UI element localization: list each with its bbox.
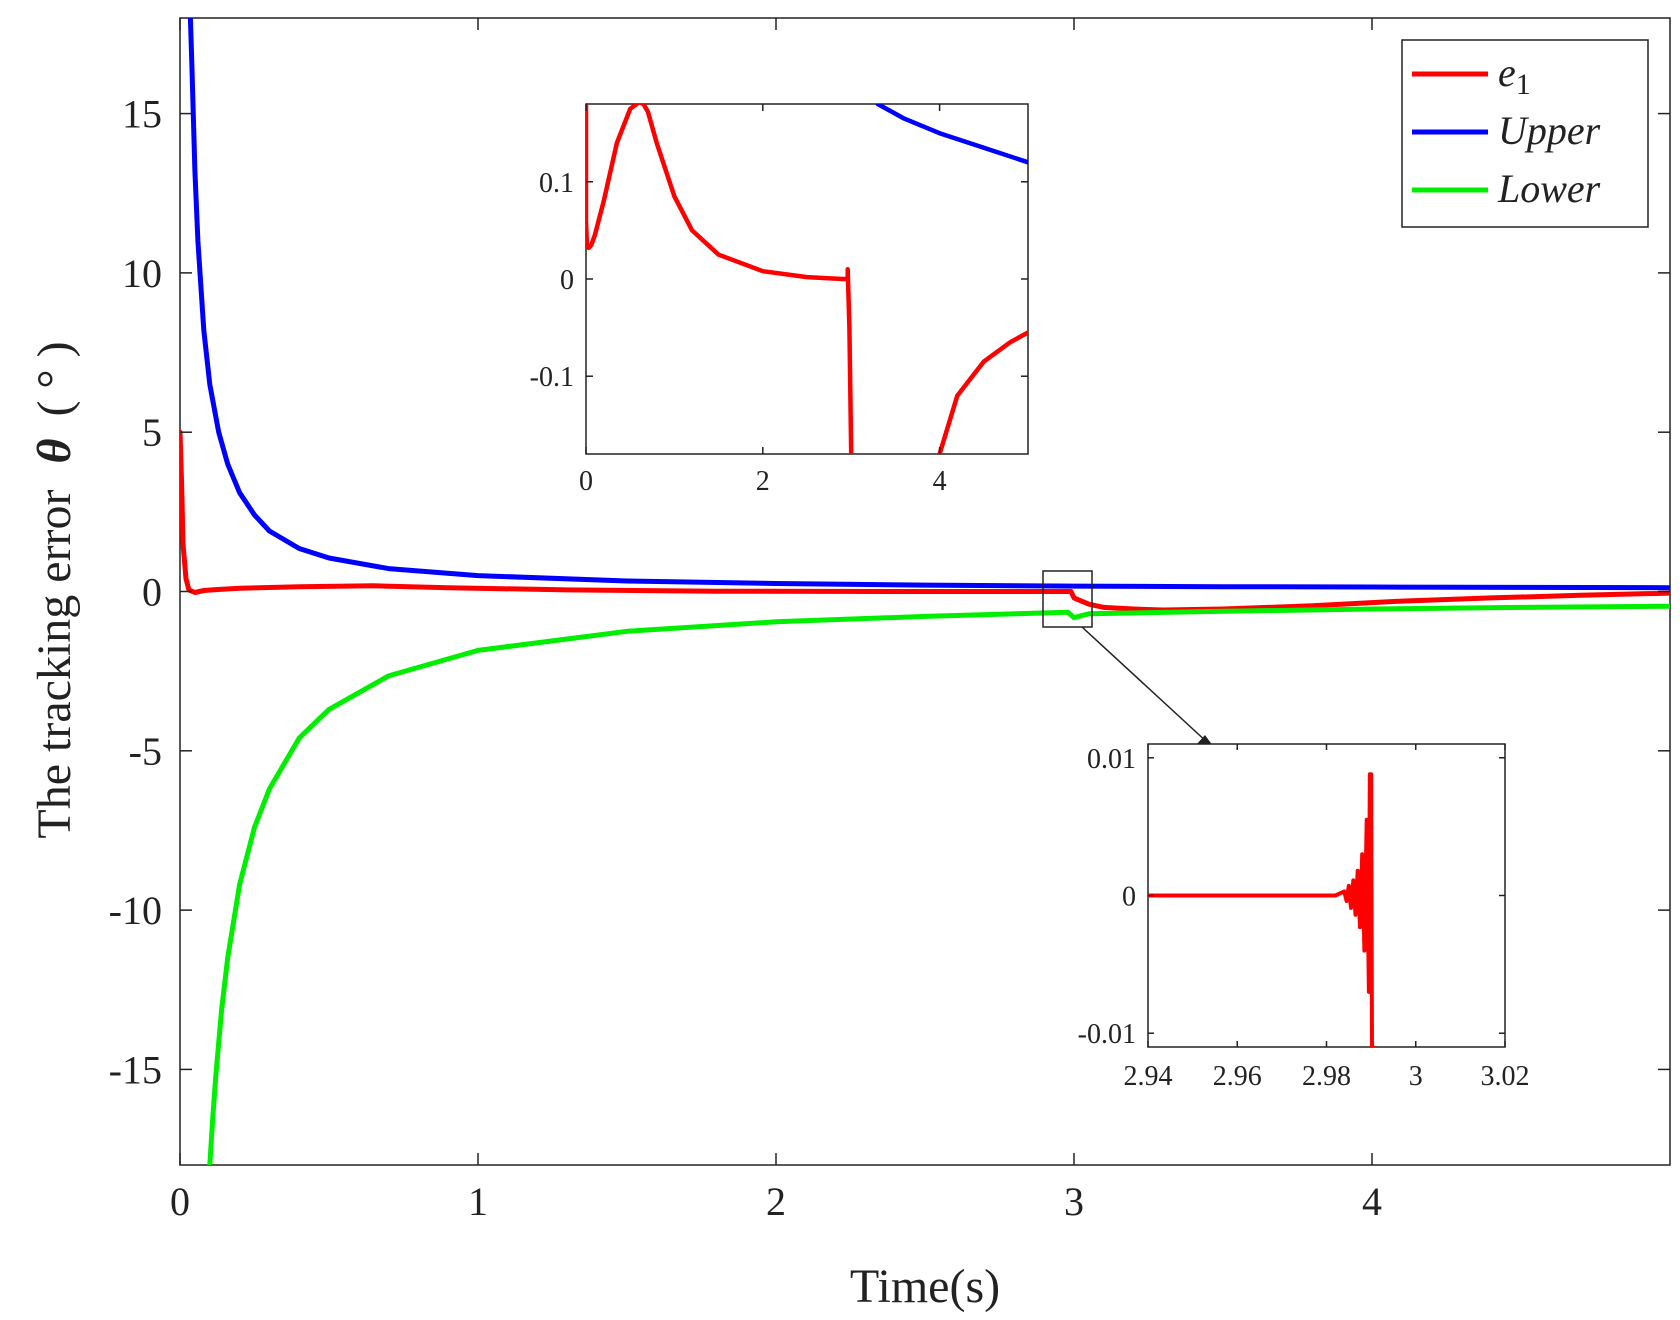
main-y-tick-label: 5 bbox=[142, 410, 162, 455]
main-series-upper-line bbox=[187, 18, 1670, 591]
y-axis-symbol: θ bbox=[28, 438, 81, 463]
main-x-tick-label: 2 bbox=[766, 1179, 786, 1224]
legend-e1-label: e1 bbox=[1498, 50, 1531, 101]
inset2-x-tick-label: 2.96 bbox=[1213, 1061, 1262, 1092]
main-x-ticks: 0 1 2 3 4 bbox=[170, 18, 1382, 1224]
x-axis-label: Time(s) bbox=[850, 1260, 1000, 1313]
inset-bottom-y-ticks: -0.01 0 0.01 bbox=[1078, 744, 1505, 1050]
main-y-ticks: -15 -10 -5 0 5 10 15 bbox=[109, 92, 1670, 1092]
inset2-series-e1-line bbox=[1148, 772, 1375, 1047]
main-y-tick-label: 10 bbox=[122, 251, 162, 296]
main-series-lower-line bbox=[207, 603, 1670, 1165]
legend: e1 Upper Lower bbox=[1401, 39, 1649, 228]
inset1-x-tick-label: 0 bbox=[579, 466, 593, 497]
inset-top: 0 2 4 -0.1 0 0.1 bbox=[530, 103, 1029, 497]
inset1-series-upper-line bbox=[875, 104, 1028, 165]
legend-lower-label: Lower bbox=[1497, 166, 1601, 211]
main-y-tick-label: 15 bbox=[122, 92, 162, 137]
inset1-series-e1-line-3 bbox=[937, 330, 1028, 454]
y-axis-label-group: The tracking error θ ( ° ) bbox=[28, 341, 81, 838]
main-x-tick-label: 1 bbox=[468, 1179, 488, 1224]
main-x-tick-label: 3 bbox=[1064, 1179, 1084, 1224]
svg-text:The tracking error θ: The tracking error θ ( ° ) bbox=[28, 341, 81, 838]
inset2-x-tick-label: 2.98 bbox=[1302, 1061, 1351, 1092]
inset2-y-tick-label: 0 bbox=[1122, 882, 1136, 913]
inset2-y-tick-label: 0.01 bbox=[1087, 744, 1136, 775]
inset-bottom: 2.94 2.96 2.98 3 3.02 -0.01 0 0.01 bbox=[1078, 743, 1530, 1092]
inset1-y-tick-label: 0 bbox=[560, 265, 574, 296]
y-axis-unit: ( ° ) bbox=[28, 341, 81, 416]
inset1-series-e1-line-2 bbox=[840, 267, 854, 454]
inset-top-y-ticks: -0.1 0 0.1 bbox=[530, 168, 1028, 393]
inset1-y-tick-label: 0.1 bbox=[539, 168, 574, 199]
zoom-arrow-line bbox=[1081, 626, 1209, 744]
legend-upper-label: Upper bbox=[1498, 108, 1601, 153]
inset1-y-tick-label: -0.1 bbox=[530, 362, 574, 393]
main-y-tick-label: -15 bbox=[109, 1047, 162, 1092]
inset2-x-tick-label: 3.02 bbox=[1481, 1061, 1530, 1092]
inset2-y-tick-label: -0.01 bbox=[1078, 1019, 1136, 1050]
inset1-x-tick-label: 2 bbox=[756, 466, 770, 497]
inset-top-x-ticks: 0 2 4 bbox=[579, 104, 947, 497]
main-x-tick-label: 4 bbox=[1362, 1179, 1382, 1224]
main-y-tick-label: -5 bbox=[129, 729, 162, 774]
inset2-x-tick-label: 2.94 bbox=[1124, 1061, 1173, 1092]
y-axis-label: The tracking error bbox=[28, 489, 81, 838]
inset-top-series-group bbox=[586, 104, 1028, 454]
zoom-box bbox=[1042, 570, 1093, 628]
main-y-tick-label: 0 bbox=[142, 570, 162, 615]
inset-bottom-series-group bbox=[1148, 772, 1375, 1047]
inset1-series-e1-line-1 bbox=[586, 104, 845, 282]
main-x-tick-label: 0 bbox=[170, 1179, 190, 1224]
main-y-tick-label: -10 bbox=[109, 888, 162, 933]
inset1-x-tick-label: 4 bbox=[933, 466, 947, 497]
inset-bottom-x-ticks: 2.94 2.96 2.98 3 3.02 bbox=[1124, 744, 1530, 1092]
inset2-x-tick-label: 3 bbox=[1409, 1061, 1423, 1092]
